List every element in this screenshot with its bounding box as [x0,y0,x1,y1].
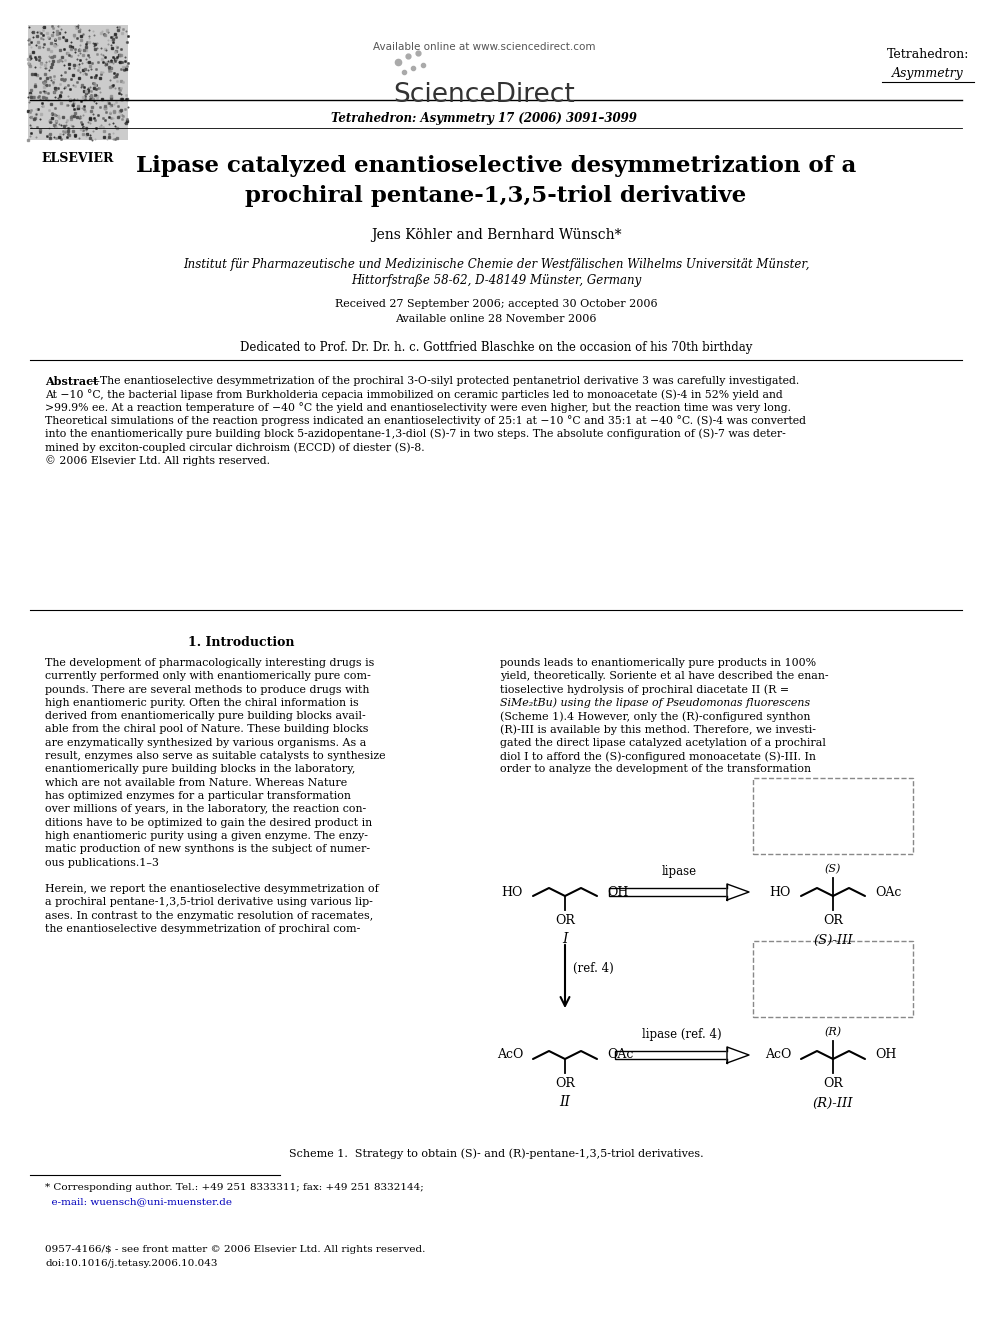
Text: over millions of years, in the laboratory, the reaction con-: over millions of years, in the laborator… [45,804,366,814]
Text: II: II [559,1095,570,1109]
Text: OR: OR [556,914,575,927]
Text: able from the chiral pool of Nature. These building blocks: able from the chiral pool of Nature. The… [45,725,368,734]
Text: At −10 °C, the bacterial lipase from Burkholderia cepacia immobilized on ceramic: At −10 °C, the bacterial lipase from Bur… [45,389,783,400]
Text: 1. Introduction: 1. Introduction [187,636,295,650]
Text: Available online 28 November 2006: Available online 28 November 2006 [395,314,597,324]
Text: tioselective hydrolysis of prochiral diacetate II (R =: tioselective hydrolysis of prochiral dia… [500,684,789,695]
Text: Theoretical simulations of the reaction progress indicated an enantioselectivity: Theoretical simulations of the reaction … [45,415,806,426]
Text: pounds. There are several methods to produce drugs with: pounds. There are several methods to pro… [45,684,369,695]
Text: lipase: lipase [662,865,696,878]
Text: Lipase catalyzed enantioselective desymmetrization of a: Lipase catalyzed enantioselective desymm… [136,155,856,177]
Text: (R): (R) [824,1027,841,1037]
Text: HO: HO [502,885,523,898]
Text: result, enzymes also serve as suitable catalysts to synthesize: result, enzymes also serve as suitable c… [45,751,386,761]
Text: OH: OH [607,885,628,898]
Text: Asymmetry: Asymmetry [892,67,964,79]
Text: ases. In contrast to the enzymatic resolution of racemates,: ases. In contrast to the enzymatic resol… [45,910,373,921]
Text: Tetrahedron: Asymmetry 17 (2006) 3091–3099: Tetrahedron: Asymmetry 17 (2006) 3091–30… [331,112,637,124]
Text: ELSEVIER: ELSEVIER [42,152,114,165]
Text: The development of pharmacologically interesting drugs is: The development of pharmacologically int… [45,658,374,668]
Bar [753,778,913,855]
Text: currently performed only with enantiomerically pure com-: currently performed only with enantiomer… [45,671,371,681]
Text: Herein, we report the enantioselective desymmetrization of: Herein, we report the enantioselective d… [45,884,379,894]
Text: Jens Köhler and Bernhard Wünsch*: Jens Köhler and Bernhard Wünsch* [371,228,621,242]
Text: derived from enantiomerically pure building blocks avail-: derived from enantiomerically pure build… [45,712,366,721]
Text: ScienceDirect: ScienceDirect [393,82,575,108]
Text: gated the direct lipase catalyzed acetylation of a prochiral: gated the direct lipase catalyzed acetyl… [500,738,826,747]
Text: ditions have to be optimized to gain the desired product in: ditions have to be optimized to gain the… [45,818,372,828]
Text: into the enantiomerically pure building block 5-azidopentane-1,3-diol (S)-7 in t: into the enantiomerically pure building … [45,429,786,439]
Text: OR: OR [823,1077,843,1090]
Text: —The enantioselective desymmetrization of the prochiral 3-O-silyl protected pent: —The enantioselective desymmetrization o… [89,376,800,386]
Text: (R)-III: (R)-III [812,1097,853,1110]
Text: matic production of new synthons is the subject of numer-: matic production of new synthons is the … [45,844,370,855]
Text: Available online at www.sciencedirect.com: Available online at www.sciencedirect.co… [373,42,595,52]
Text: yield, theoretically. Soriente et al have described the enan-: yield, theoretically. Soriente et al hav… [500,671,828,681]
Text: (S)-III: (S)-III [813,934,853,947]
Bar [753,941,913,1017]
Text: AcO: AcO [765,1049,791,1061]
Text: (R)-III is available by this method. Therefore, we investi-: (R)-III is available by this method. The… [500,725,816,736]
Text: OR: OR [823,914,843,927]
Text: Received 27 September 2006; accepted 30 October 2006: Received 27 September 2006; accepted 30 … [334,299,658,310]
Text: diol I to afford the (S)-configured monoacetate (S)-III. In: diol I to afford the (S)-configured mono… [500,751,815,762]
Text: >99.9% ee. At a reaction temperature of −40 °C the yield and enantioselectivity : >99.9% ee. At a reaction temperature of … [45,402,791,413]
Text: are enzymatically synthesized by various organisms. As a: are enzymatically synthesized by various… [45,738,366,747]
Text: prochiral pentane-1,3,5-triol derivative: prochiral pentane-1,3,5-triol derivative [245,185,747,206]
Text: I: I [562,931,567,946]
Text: ous publications.1–3: ous publications.1–3 [45,857,159,868]
Text: Institut für Pharmazeutische und Medizinische Chemie der Westfälischen Wilhelms : Institut für Pharmazeutische und Medizin… [183,258,809,271]
Text: enantiomerically pure building blocks in the laboratory,: enantiomerically pure building blocks in… [45,765,355,774]
Text: e-mail: wuensch@uni-muenster.de: e-mail: wuensch@uni-muenster.de [45,1197,232,1207]
Text: OAc: OAc [607,1049,633,1061]
Text: doi:10.1016/j.tetasy.2006.10.043: doi:10.1016/j.tetasy.2006.10.043 [45,1259,217,1267]
Text: pounds leads to enantiomerically pure products in 100%: pounds leads to enantiomerically pure pr… [500,658,816,668]
Text: a prochiral pentane-1,3,5-triol derivative using various lip-: a prochiral pentane-1,3,5-triol derivati… [45,897,373,908]
Text: Dedicated to Prof. Dr. Dr. h. c. Gottfried Blaschke on the occasion of his 70th : Dedicated to Prof. Dr. Dr. h. c. Gottfri… [240,341,752,355]
Text: SiMe₂tBu) using the lipase of Pseudomonas fluorescens: SiMe₂tBu) using the lipase of Pseudomona… [500,699,810,708]
Text: high enantiomeric purity using a given enzyme. The enzy-: high enantiomeric purity using a given e… [45,831,368,841]
Text: OAc: OAc [875,885,902,898]
Text: order to analyze the development of the transformation: order to analyze the development of the … [500,765,811,774]
Text: AcO: AcO [497,1049,523,1061]
Text: Scheme 1.  Strategy to obtain (S)- and (R)-pentane-1,3,5-triol derivatives.: Scheme 1. Strategy to obtain (S)- and (R… [289,1148,703,1159]
Text: has optimized enzymes for a particular transformation: has optimized enzymes for a particular t… [45,791,351,800]
Text: OH: OH [875,1049,897,1061]
Bar [615,1050,727,1058]
Text: (Scheme 1).4 However, only the (R)-configured synthon: (Scheme 1).4 However, only the (R)-confi… [500,712,810,722]
Text: which are not available from Nature. Whereas Nature: which are not available from Nature. Whe… [45,778,347,787]
Text: high enantiomeric purity. Often the chiral information is: high enantiomeric purity. Often the chir… [45,699,359,708]
Text: the enantioselective desymmetrization of prochiral com-: the enantioselective desymmetrization of… [45,923,360,934]
Text: Hittorfstraße 58-62, D-48149 Münster, Germany: Hittorfstraße 58-62, D-48149 Münster, Ge… [351,274,641,287]
Bar [28,25,128,140]
Text: © 2006 Elsevier Ltd. All rights reserved.: © 2006 Elsevier Ltd. All rights reserved… [45,455,270,466]
Text: Abstract: Abstract [45,376,98,388]
Text: mined by exciton-coupled circular dichroism (ECCD) of diester (S)-8.: mined by exciton-coupled circular dichro… [45,442,425,452]
Bar [609,888,727,896]
Text: Tetrahedron:: Tetrahedron: [887,48,969,61]
Text: 0957-4166/$ - see front matter © 2006 Elsevier Ltd. All rights reserved.: 0957-4166/$ - see front matter © 2006 El… [45,1245,426,1254]
Text: OR: OR [556,1077,575,1090]
Text: HO: HO [770,885,791,898]
Text: (S): (S) [824,864,841,875]
Text: * Corresponding author. Tel.: +49 251 8333311; fax: +49 251 8332144;: * Corresponding author. Tel.: +49 251 83… [45,1183,424,1192]
Text: lipase (ref. 4): lipase (ref. 4) [642,1028,722,1041]
Polygon shape [727,1046,749,1062]
Text: (ref. 4): (ref. 4) [573,962,614,975]
Polygon shape [727,884,749,900]
